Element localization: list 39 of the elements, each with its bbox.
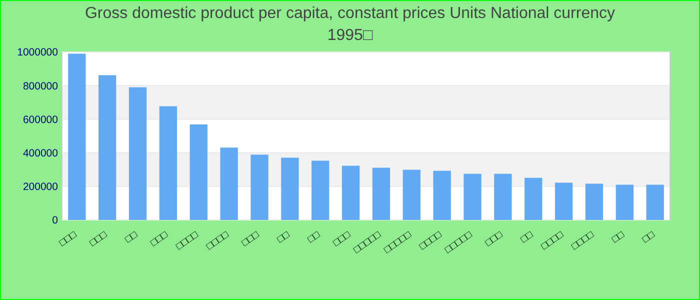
bar bbox=[646, 184, 664, 220]
x-tick-label: □□ bbox=[275, 228, 292, 246]
y-tick-label: 0 bbox=[52, 214, 58, 227]
bar bbox=[281, 158, 299, 220]
y-tick-label: 200000 bbox=[22, 181, 58, 194]
bar bbox=[464, 174, 482, 220]
bar bbox=[585, 184, 604, 220]
y-tick-label: 1000000 bbox=[17, 46, 58, 59]
y-tick-label: 600000 bbox=[22, 114, 58, 126]
bar bbox=[433, 170, 451, 220]
chart-title: Gross domestic product per capita, constant prices Units National currency 1995□ bbox=[84, 5, 616, 44]
bar bbox=[402, 170, 420, 220]
bar bbox=[524, 178, 542, 220]
y-tick-label: 800000 bbox=[22, 80, 58, 92]
x-tick-label: □□ bbox=[123, 228, 140, 246]
bar bbox=[98, 75, 116, 220]
x-tick-label: □□ bbox=[306, 228, 323, 246]
x-tick-label: □□□ bbox=[57, 228, 80, 249]
bar bbox=[312, 160, 330, 220]
bar bbox=[159, 106, 178, 220]
x-tick-label: □□□ bbox=[240, 228, 262, 249]
x-tick-label: □□ bbox=[610, 228, 628, 246]
x-tick-label: □□□ bbox=[331, 228, 354, 249]
bar bbox=[250, 154, 268, 220]
x-tick-label: □□□ bbox=[484, 228, 506, 249]
bar bbox=[128, 87, 147, 220]
x-tick-label: □□□ bbox=[148, 228, 171, 249]
bar bbox=[68, 54, 86, 220]
bar bbox=[554, 182, 573, 220]
x-tick-label: □□□ bbox=[88, 228, 110, 249]
bar bbox=[190, 124, 208, 220]
bar bbox=[342, 166, 360, 220]
bar bbox=[494, 174, 512, 220]
bar bbox=[372, 168, 390, 220]
y-tick-label: 400000 bbox=[22, 147, 58, 160]
bar bbox=[220, 148, 238, 220]
bar bbox=[616, 184, 634, 220]
x-tick-label: □□ bbox=[640, 228, 658, 246]
x-tick-label: □□ bbox=[518, 228, 536, 246]
